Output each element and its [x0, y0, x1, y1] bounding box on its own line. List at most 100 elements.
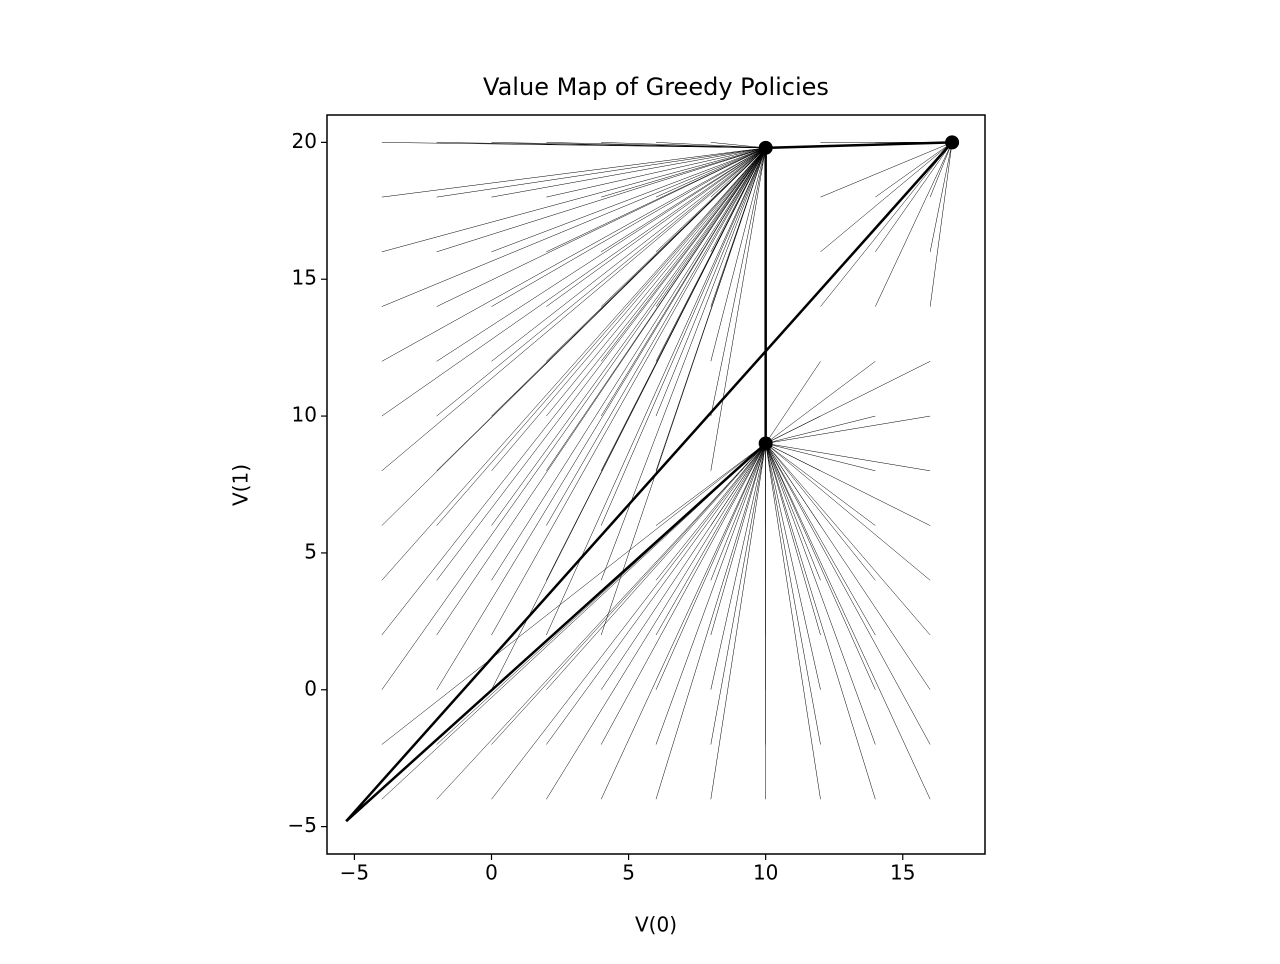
policy-vector [710, 147, 766, 252]
policy-vector [710, 443, 766, 526]
policy-vector [546, 142, 766, 149]
policy-vector [600, 147, 766, 307]
policy-vector [436, 443, 766, 800]
policy-vector [765, 361, 931, 444]
policy-vector [710, 443, 766, 581]
policy-vector [381, 147, 766, 417]
policy-vector [381, 147, 766, 581]
policy-vector [710, 142, 766, 149]
policy-vector [381, 147, 766, 636]
policy-vector [765, 415, 876, 444]
policy-vector [600, 147, 766, 581]
policy-vector [875, 142, 953, 252]
y-axis-label: V(1) [229, 464, 253, 506]
y-tick-label: −5 [288, 813, 317, 837]
policy-vector [601, 147, 766, 198]
policy-vector [875, 142, 953, 198]
policy-vector [491, 443, 766, 800]
policy-vector [436, 147, 766, 417]
policy-vector [820, 142, 953, 253]
policy-vector [655, 147, 766, 307]
policy-vector [436, 147, 766, 636]
y-tick-label: 5 [304, 539, 317, 563]
policy-vector [491, 147, 766, 198]
policy-vector [655, 147, 766, 471]
policy-vector [765, 443, 821, 636]
y-tick-label: 0 [304, 676, 317, 700]
policy-vector [601, 142, 766, 149]
policy-vector [710, 443, 766, 636]
policy-vector [765, 443, 821, 800]
policy-vector [546, 147, 766, 198]
policy-vector [929, 142, 953, 198]
policy-vector [710, 443, 766, 800]
policy-vector [710, 443, 766, 745]
x-tick-label: 15 [890, 861, 915, 885]
policy-vector [381, 147, 766, 472]
policy-vector [436, 147, 766, 362]
trajectory [345, 141, 954, 822]
policy-vector [710, 147, 766, 362]
policy-vector [546, 443, 766, 800]
policy-vector [655, 443, 766, 800]
policy-vector [491, 147, 766, 581]
policy-vector [765, 443, 931, 581]
policy-vector [600, 443, 766, 745]
policy-vector [655, 443, 766, 526]
policy-vector [381, 147, 766, 362]
policy-vector [491, 147, 766, 362]
policy-vector [491, 443, 766, 745]
plot-area [345, 135, 960, 823]
x-tick-label: 5 [622, 861, 635, 885]
x-tick-label: 0 [485, 861, 498, 885]
policy-vector [820, 142, 953, 198]
policy-vector [381, 443, 766, 800]
policy-vector [929, 142, 953, 307]
y-tick-label: 15 [292, 266, 317, 290]
policy-vector [491, 147, 766, 253]
policy-vector [381, 147, 766, 253]
policy-vector [765, 361, 876, 444]
y-tick-label: 20 [292, 129, 317, 153]
policy-vector [765, 443, 876, 472]
trajectory [765, 141, 953, 150]
policy-vector [546, 147, 766, 253]
policy-vector [600, 147, 766, 362]
policy-vector [765, 443, 821, 745]
policy-vector [765, 415, 931, 444]
policy-vector [436, 147, 766, 526]
policy-vector [765, 443, 876, 800]
trajectory [345, 442, 767, 823]
policy-vector [875, 142, 953, 307]
policy-vector [491, 147, 766, 307]
policy-vector [765, 443, 876, 690]
policy-vector [381, 443, 766, 745]
x-tick-label: −5 [340, 861, 369, 885]
policy-vector [436, 147, 766, 253]
policy-vector [655, 147, 766, 253]
policy-vector [710, 147, 766, 198]
policy-vector [765, 443, 876, 745]
policy-vector [765, 443, 876, 636]
policy-vector [381, 147, 766, 690]
policy-vector [546, 443, 766, 745]
policy-vector [546, 147, 766, 471]
x-tick-label: 10 [753, 861, 778, 885]
policy-vector [546, 147, 766, 417]
policy-vector [655, 147, 766, 198]
policy-vector [929, 142, 953, 252]
y-tick-label: 10 [292, 403, 317, 427]
policy-vector [765, 443, 876, 526]
policy-vector [655, 142, 766, 149]
policy-vector [655, 443, 766, 581]
policy-vector [655, 147, 766, 417]
policy-vector [546, 147, 766, 307]
policy-vector [600, 147, 766, 417]
policy-vector [765, 443, 821, 526]
policy-vector [600, 443, 766, 800]
policy-vector [436, 147, 766, 581]
policy-vector [765, 443, 931, 745]
policy-vector [381, 147, 766, 307]
policy-vector [765, 443, 876, 581]
